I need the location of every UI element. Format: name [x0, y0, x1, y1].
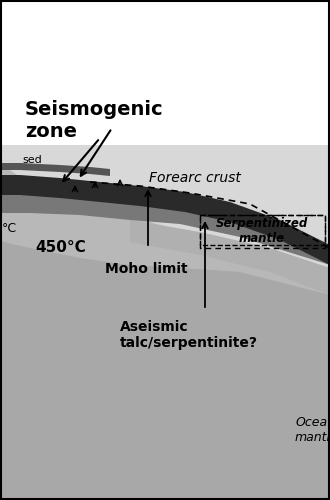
Text: Seismogenic
zone: Seismogenic zone	[25, 100, 164, 141]
Polygon shape	[0, 155, 330, 500]
Polygon shape	[0, 240, 330, 500]
Polygon shape	[0, 163, 110, 176]
Text: sed: sed	[22, 155, 42, 165]
Polygon shape	[130, 220, 330, 295]
Text: 450°C: 450°C	[35, 240, 86, 256]
Text: Ocea
mantle: Ocea mantle	[295, 416, 330, 444]
Polygon shape	[0, 145, 330, 282]
Text: Serpentinized
mantle: Serpentinized mantle	[216, 217, 308, 245]
Text: °C: °C	[2, 222, 17, 234]
Polygon shape	[0, 175, 330, 265]
Text: Forearc crust: Forearc crust	[149, 171, 241, 185]
Polygon shape	[0, 145, 330, 285]
Polygon shape	[0, 195, 330, 265]
Text: Aseismic
talc/serpentinite?: Aseismic talc/serpentinite?	[120, 320, 258, 350]
Text: Moho limit: Moho limit	[105, 262, 188, 276]
